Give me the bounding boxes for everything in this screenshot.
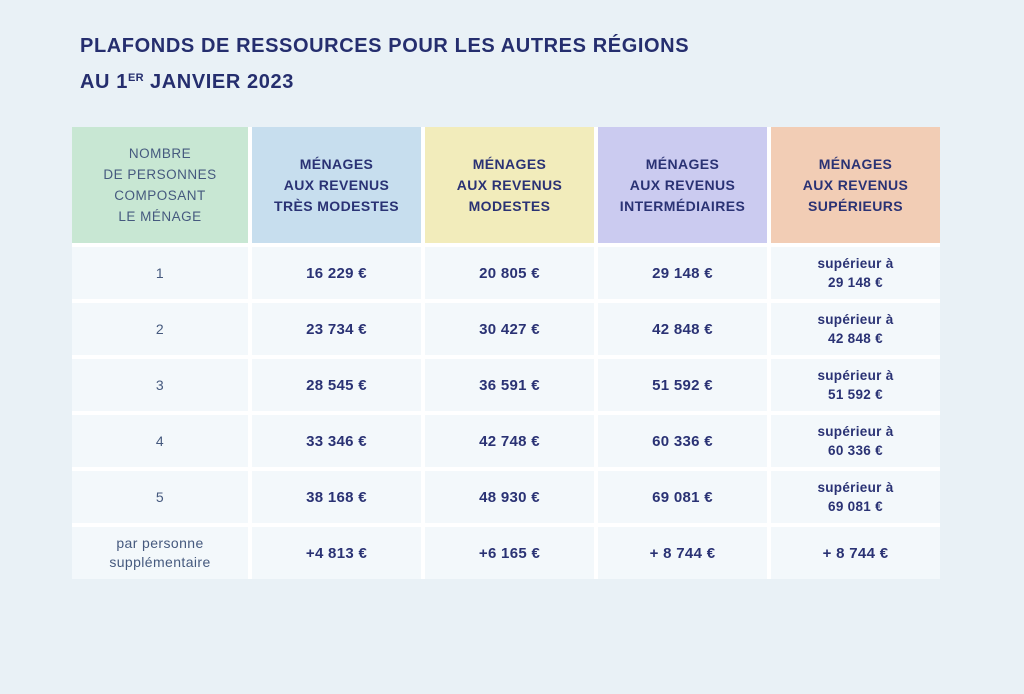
column-header-revenus-superieurs: MÉNAGES AUX REVENUS SUPÉRIEURS — [771, 127, 940, 243]
resource-ceilings-table: NOMBRE DE PERSONNES COMPOSANT LE MÉNAGE … — [72, 127, 940, 579]
column-header-household-size: NOMBRE DE PERSONNES COMPOSANT LE MÉNAGE — [72, 127, 248, 243]
row-label-cell: 4 — [72, 415, 248, 467]
superior-value-cell: supérieur à 42 848 € — [771, 303, 940, 355]
value-cell: 48 930 € — [425, 471, 594, 523]
value-cell: 42 748 € — [425, 415, 594, 467]
column-header-revenus-modestes: MÉNAGES AUX REVENUS MODESTES — [425, 127, 594, 243]
page-title-line1: PLAFONDS DE RESSOURCES POUR LES AUTRES R… — [80, 35, 690, 57]
column-header-revenus-tres-modestes: MÉNAGES AUX REVENUS TRÈS MODESTES — [252, 127, 421, 243]
value-cell: 20 805 € — [425, 247, 594, 299]
value-cell: 60 336 € — [598, 415, 767, 467]
value-cell: 28 545 € — [252, 359, 421, 411]
value-cell: 42 848 € — [598, 303, 767, 355]
superior-value-cell: supérieur à 51 592 € — [771, 359, 940, 411]
value-cell: 36 591 € — [425, 359, 594, 411]
row-label-cell: 1 — [72, 247, 248, 299]
row-label-cell: 3 — [72, 359, 248, 411]
value-cell: 16 229 € — [252, 247, 421, 299]
superior-value-cell: supérieur à 69 081 € — [771, 471, 940, 523]
value-cell: +6 165 € — [425, 527, 594, 579]
page-title: PLAFONDS DE RESSOURCES POUR LES AUTRES R… — [80, 30, 689, 98]
superior-value-cell: supérieur à 29 148 € — [771, 247, 940, 299]
value-cell: + 8 744 € — [598, 527, 767, 579]
value-cell: 30 427 € — [425, 303, 594, 355]
superior-value-cell: + 8 744 € — [771, 527, 940, 579]
page-title-line2: AU 1ER JANVIER 2023 — [80, 71, 294, 93]
value-cell: 33 346 € — [252, 415, 421, 467]
title-superscript: ER — [127, 72, 144, 84]
superior-value-cell: supérieur à 60 336 € — [771, 415, 940, 467]
column-header-revenus-intermediaires: MÉNAGES AUX REVENUS INTERMÉDIAIRES — [598, 127, 767, 243]
value-cell: 69 081 € — [598, 471, 767, 523]
value-cell: +4 813 € — [252, 527, 421, 579]
value-cell: 38 168 € — [252, 471, 421, 523]
value-cell: 29 148 € — [598, 247, 767, 299]
row-label-cell: par personne supplémentaire — [72, 527, 248, 579]
value-cell: 23 734 € — [252, 303, 421, 355]
row-label-cell: 5 — [72, 471, 248, 523]
row-label-cell: 2 — [72, 303, 248, 355]
value-cell: 51 592 € — [598, 359, 767, 411]
